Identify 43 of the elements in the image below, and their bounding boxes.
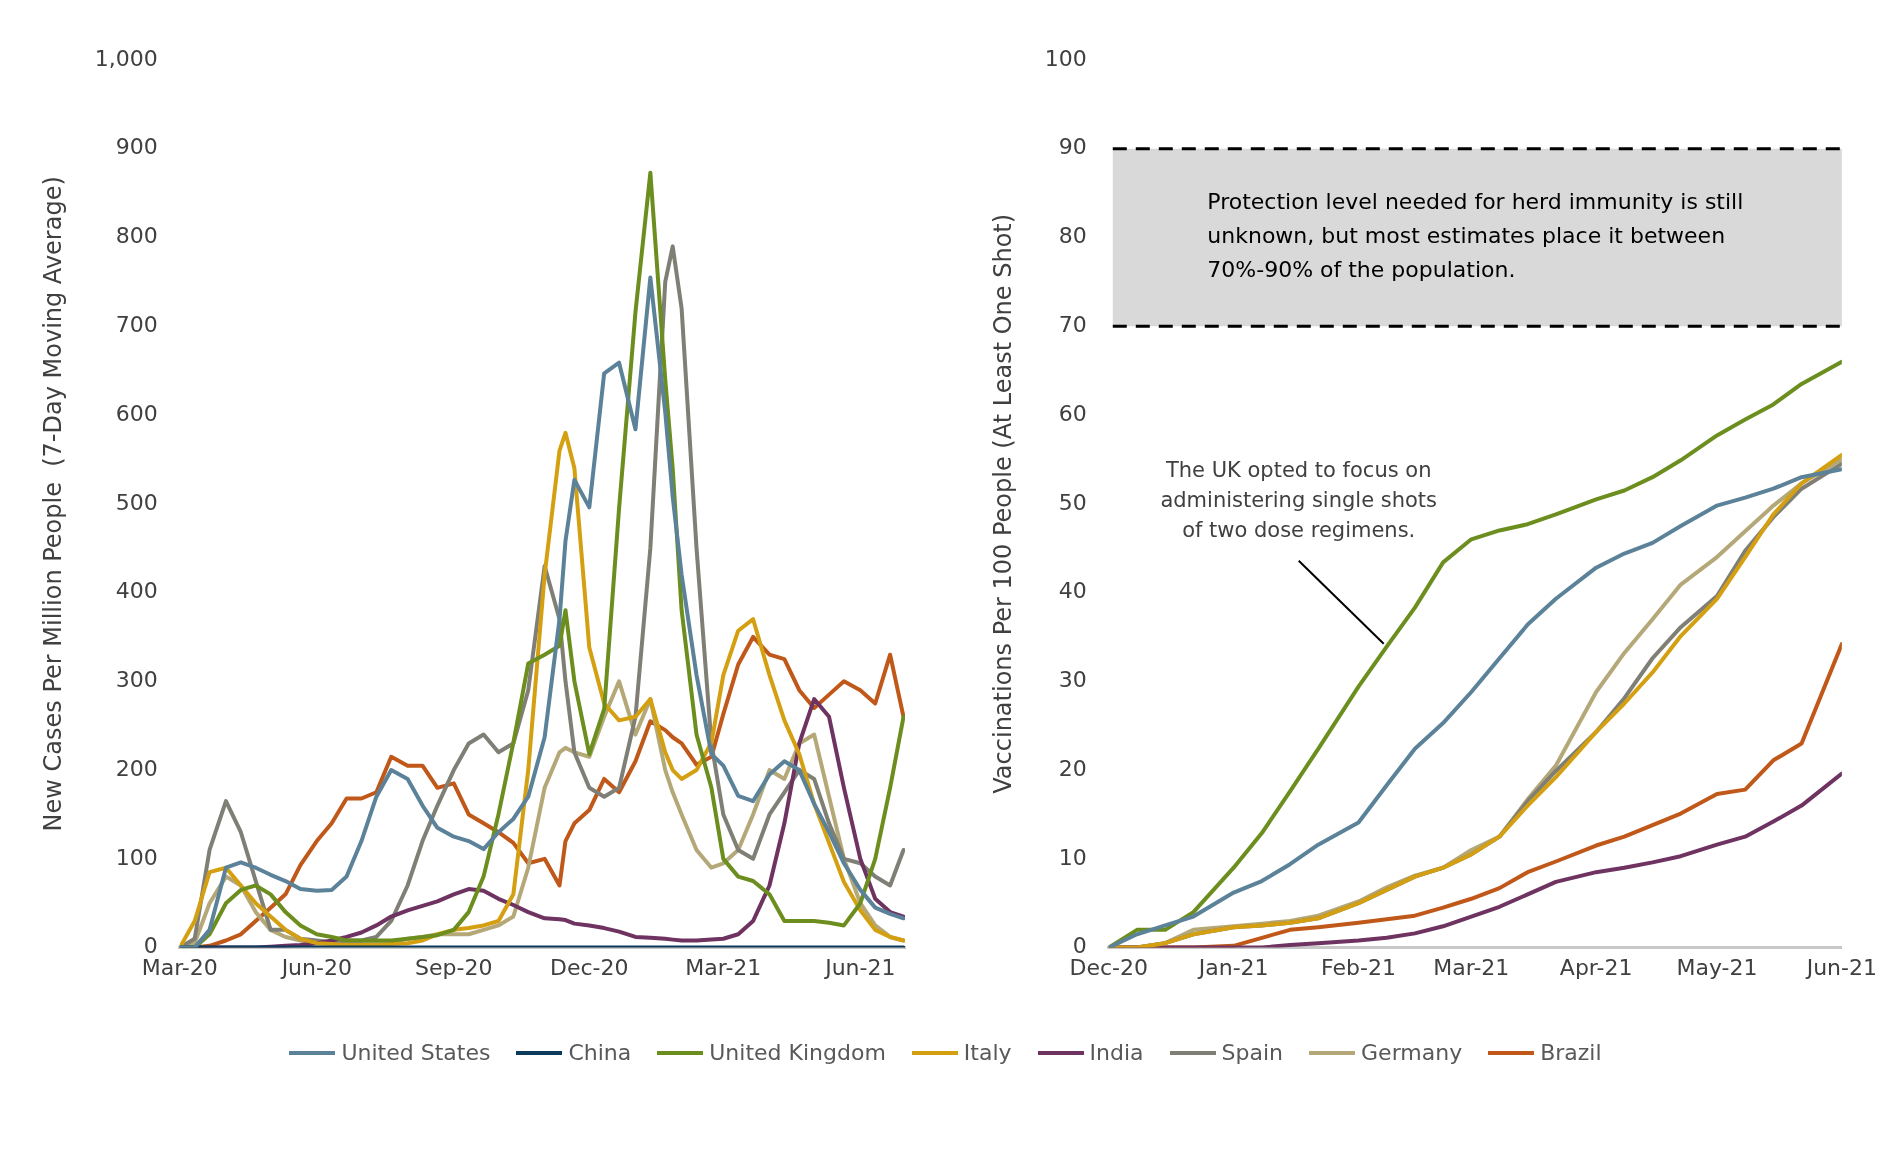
y-tick-label: 50	[1058, 489, 1087, 515]
x-tick-label: May-21	[1676, 954, 1758, 980]
y-tick-label: 700	[115, 312, 158, 337]
y-tick-label: 500	[115, 489, 158, 515]
x-tick-label: Mar-21	[685, 954, 762, 980]
y-tick-label: 1,000	[94, 45, 158, 71]
y-tick-label: 20	[1058, 755, 1087, 781]
y-axis-title: Vaccinations Per 100 People (At Least One Shot)	[988, 213, 1017, 794]
y-tick-label: 300	[115, 667, 158, 693]
y-tick-label: 30	[1058, 667, 1087, 693]
x-tick-label: Apr-21	[1559, 954, 1633, 980]
legend-label: United States	[341, 1040, 491, 1065]
x-tick-label: Mar-21	[1433, 954, 1510, 980]
y-tick-label: 200	[115, 755, 158, 781]
legend-label: Italy	[963, 1040, 1012, 1065]
y-tick-label: 100	[1044, 45, 1087, 71]
legend-label: India	[1089, 1040, 1144, 1065]
x-tick-label: Jun-21	[1804, 954, 1877, 980]
annotation: The UK opted to focus on administering single shots of two dose regimens.	[1160, 457, 1438, 542]
band-label: Protection level needed for herd immunity is still unknown, but most estimates place it between 70%-90% of the population.	[1207, 189, 1744, 283]
y-tick-label: 40	[1058, 578, 1087, 604]
y-tick-label: 100	[115, 844, 158, 870]
x-tick-label: Jun-20	[279, 954, 352, 980]
y-tick-label: 70	[1058, 312, 1087, 337]
x-tick-label: Sep-20	[415, 954, 493, 980]
y-tick-label: 800	[115, 223, 158, 249]
legend-label: China	[568, 1040, 632, 1065]
x-tick-label: Jan-21	[1196, 954, 1269, 980]
x-tick-label: Dec-20	[550, 954, 629, 980]
y-tick-label: 10	[1058, 844, 1087, 870]
x-tick-label: Feb-21	[1321, 954, 1396, 980]
legend-label: Spain	[1221, 1040, 1284, 1065]
legend-label: United Kingdom	[709, 1040, 886, 1065]
legend-label: Germany	[1361, 1040, 1463, 1065]
y-tick-label: 90	[1058, 134, 1087, 160]
y-tick-label: 80	[1058, 223, 1087, 249]
y-axis-title: New Cases Per Million People (7-Day Moving Average)	[38, 176, 67, 832]
x-tick-label: Jun-21	[823, 954, 896, 980]
legend-label: Brazil	[1540, 1040, 1602, 1065]
y-tick-label: 600	[115, 400, 158, 426]
y-tick-label: 60	[1058, 400, 1087, 426]
y-tick-label: 400	[115, 578, 158, 604]
y-tick-label: 900	[115, 134, 158, 160]
